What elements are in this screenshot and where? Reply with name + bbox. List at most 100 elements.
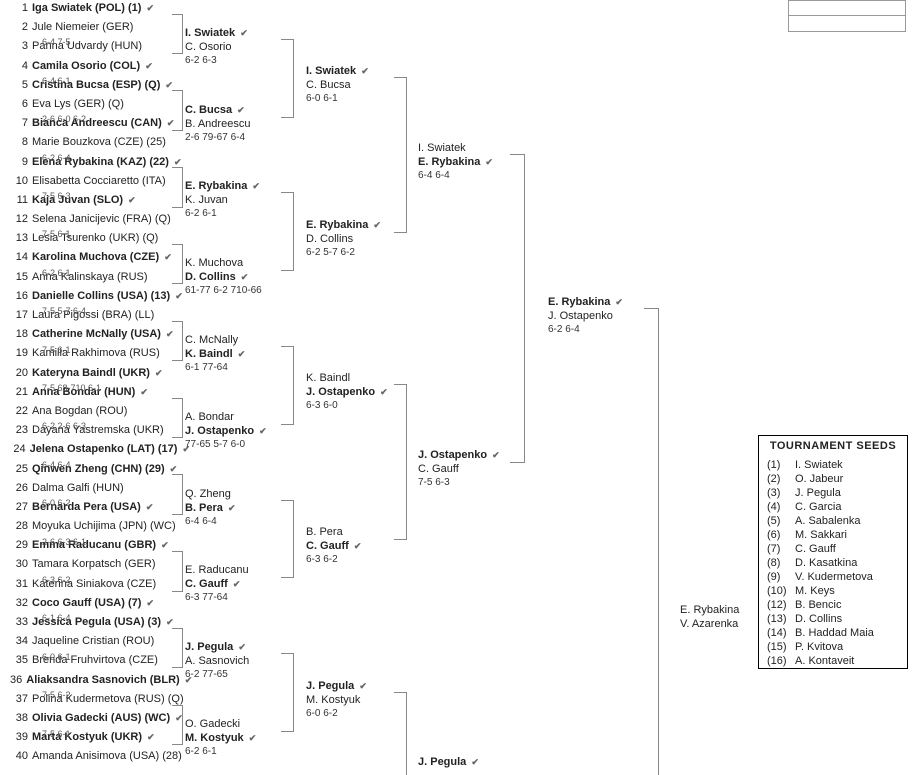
r1-seed-num: 5 <box>10 79 32 91</box>
bracket-line <box>172 14 183 54</box>
seed-player: M. Keys <box>795 585 835 597</box>
round2-match: C. Bucsa ✔B. Andreescu2-6 79-67 6-4 <box>185 103 250 145</box>
r1-score: 6-1 6-4 <box>42 613 71 623</box>
r2-score: 6-3 77-64 <box>185 591 249 605</box>
r1-player: 14Karolina Muchova (CZE) ✔ <box>10 251 190 270</box>
r1-player: 9Elena Rybakina (KAZ) (22) ✔ <box>10 156 190 175</box>
r1-score: 6-4 7-5 <box>42 37 71 47</box>
advance-tick-icon: ✔ <box>237 105 245 115</box>
bracket-line <box>172 551 183 591</box>
r2-bot: C. Osorio <box>185 40 248 54</box>
round6-match: E. RybakinaV. Azarenka <box>680 603 739 631</box>
advance-tick-icon: ✔ <box>233 579 241 589</box>
bracket-line <box>172 474 183 514</box>
r1-score: 7-5 6-1 <box>42 229 71 239</box>
r1-seed-num: 19 <box>10 347 32 359</box>
bracket-line <box>510 154 525 463</box>
r1-score: 7-5 68-710 6-1 <box>42 383 101 393</box>
r3-top: K. Baindl <box>306 371 388 385</box>
round2-match: E. Rybakina ✔K. Juvan6-2 6-1 <box>185 179 260 221</box>
r1-seed-num: 39 <box>10 731 32 743</box>
r3-bot: C. Gauff ✔ <box>306 539 361 553</box>
r1-player: 27Bernarda Pera (USA) ✔ <box>10 501 190 520</box>
r1-player: 8Marie Bouzkova (CZE) (25) <box>10 136 190 155</box>
r1-seed-num: 23 <box>10 424 32 436</box>
r2-score: 6-4 6-4 <box>185 515 236 529</box>
r2-score: 6-2 6-3 <box>185 54 248 68</box>
seed-player: D. Kasatkina <box>795 557 857 569</box>
advance-tick-icon: ✔ <box>354 541 362 551</box>
seed-num: (5) <box>767 515 795 527</box>
bracket-line <box>281 39 294 118</box>
r3-score: 6-2 5-7 6-2 <box>306 246 381 260</box>
r1-seed-num: 18 <box>10 328 32 340</box>
advance-tick-icon: ✔ <box>492 450 500 460</box>
r1-player-name: Iga Swiatek (POL) (1) ✔ <box>32 2 154 14</box>
advance-tick-icon: ✔ <box>170 464 178 474</box>
seed-player: V. Kudermetova <box>795 571 873 583</box>
r1-player: 12Selena Janicijevic (FRA) (Q) <box>10 213 190 232</box>
bracket-line <box>394 77 407 233</box>
bracket-line <box>172 628 183 668</box>
r1-seed-num: 30 <box>10 558 32 570</box>
r1-seed-num: 29 <box>10 539 32 551</box>
r2-top: I. Swiatek ✔ <box>185 26 248 40</box>
r1-player: 13Lesia Tsurenko (UKR) (Q) <box>10 232 190 251</box>
bracket-line <box>281 192 294 271</box>
bracket-line <box>172 90 183 130</box>
r1-player-name: Dalma Galfi (HUN) <box>32 482 124 494</box>
advance-tick-icon: ✔ <box>145 61 153 71</box>
r1-player: 38Olivia Gadecki (AUS) (WC) ✔ <box>10 712 190 731</box>
r1-player-name: Tamara Korpatsch (GER) <box>32 558 155 570</box>
r1-player: 32Coco Gauff (USA) (7) ✔ <box>10 597 190 616</box>
seed-player: C. Gauff <box>795 543 836 555</box>
round2-match: C. McNallyK. Baindl ✔6-1 77-64 <box>185 333 245 375</box>
r2-top: Q. Zheng <box>185 487 236 501</box>
r1-player: 24Jelena Ostapenko (LAT) (17) ✔ <box>10 443 190 462</box>
r3-top: E. Rybakina ✔ <box>306 218 381 232</box>
r2-score: 2-6 79-67 6-4 <box>185 131 250 145</box>
advance-tick-icon: ✔ <box>485 157 493 167</box>
seed-row: (16)A. Kontaveit <box>759 654 907 668</box>
advance-tick-icon: ✔ <box>161 540 169 550</box>
seed-num: (14) <box>767 627 795 639</box>
bracket-line <box>394 692 407 775</box>
r1-score: 6-3 6-2 <box>42 575 71 585</box>
r1-player: 22Ana Bogdan (ROU) <box>10 405 190 424</box>
advance-tick-icon: ✔ <box>361 66 369 76</box>
r1-player: 1Iga Swiatek (POL) (1) ✔ <box>10 2 190 21</box>
r1-player-name: Olivia Gadecki (AUS) (WC) ✔ <box>32 712 183 724</box>
advance-tick-icon: ✔ <box>241 272 249 282</box>
seed-row: (7)C. Gauff <box>759 542 907 556</box>
round4-match: J. Pegula ✔ <box>418 755 479 769</box>
r1-seed-num: 15 <box>10 271 32 283</box>
r1-player-name: Selena Janicijevic (FRA) (Q) <box>32 213 171 225</box>
r1-player: 28Moyuka Uchijima (JPN) (WC) <box>10 520 190 539</box>
r2-top: A. Bondar <box>185 410 267 424</box>
r2-top: E. Raducanu <box>185 563 249 577</box>
r2-score: 6-2 6-1 <box>185 207 260 221</box>
advance-tick-icon: ✔ <box>380 387 388 397</box>
r1-player-name: Jelena Ostapenko (LAT) (17) ✔ <box>30 443 190 455</box>
seed-row: (6)M. Sakkari <box>759 528 907 542</box>
seed-player: A. Sabalenka <box>795 515 860 527</box>
r3-top: J. Pegula ✔ <box>306 679 367 693</box>
r1-player: 29Emma Raducanu (GBR) ✔ <box>10 539 190 558</box>
r2-top: K. Muchova <box>185 256 262 270</box>
r1-seed-num: 27 <box>10 501 32 513</box>
r3-bot: D. Collins <box>306 232 381 246</box>
r1-seed-num: 28 <box>10 520 32 532</box>
r3-score: 6-3 6-0 <box>306 399 388 413</box>
seed-player: M. Sakkari <box>795 529 847 541</box>
r1-player-name: Amanda Anisimova (USA) (28) <box>32 750 182 762</box>
advance-tick-icon: ✔ <box>147 732 155 742</box>
r3-top: B. Pera <box>306 525 361 539</box>
r3-score: 6-0 6-1 <box>306 92 369 106</box>
r2-top: E. Rybakina ✔ <box>185 179 260 193</box>
bracket-line <box>394 384 407 540</box>
seed-row: (2)O. Jabeur <box>759 472 907 486</box>
r4-bot: E. Rybakina ✔ <box>418 155 493 169</box>
advance-tick-icon: ✔ <box>164 252 172 262</box>
r1-score: 6-4 6-4 <box>42 460 71 470</box>
r1-score: 6-2 6-1 <box>42 268 71 278</box>
